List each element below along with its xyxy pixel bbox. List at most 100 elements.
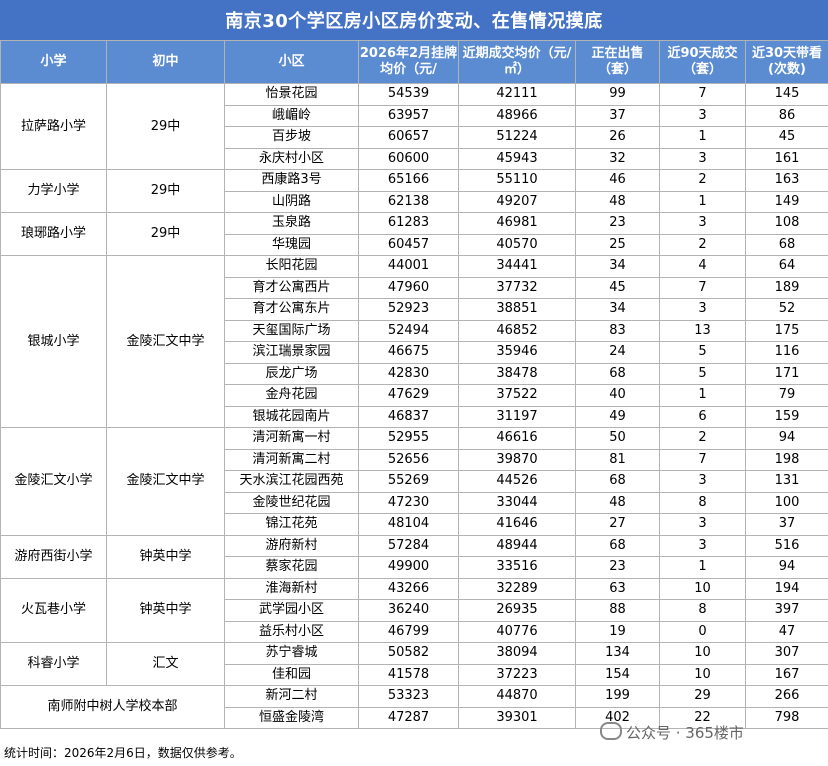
deal-price-cell: 33044 xyxy=(458,491,576,514)
community-cell: 清河新寓二村 xyxy=(224,448,359,471)
table-row: 佳和园 41578 37223 154 10 167 xyxy=(1,663,828,686)
visits-30-cell: 116 xyxy=(745,341,828,364)
deal-price-cell: 44870 xyxy=(458,685,576,708)
community-cell: 长阳花园 xyxy=(224,255,359,278)
col-community: 小区 xyxy=(224,40,359,84)
visits-30-cell: 52 xyxy=(745,298,828,321)
deals-90-cell: 4 xyxy=(659,255,746,278)
visits-30-cell: 161 xyxy=(745,147,828,170)
footer-note: 统计时间：2026年2月6日，数据仅供参考。 xyxy=(4,746,242,760)
col-deals-90: 近90天成交（套） xyxy=(659,40,746,84)
col-deal-price: 近期成交均价（元/㎡） xyxy=(458,40,576,84)
table-row: 锦江花苑 48104 41646 27 3 37 xyxy=(1,513,828,536)
on-sale-cell: 199 xyxy=(575,685,660,708)
visits-30-cell: 194 xyxy=(745,577,828,600)
deals-90-cell: 5 xyxy=(659,362,746,385)
visits-30-cell: 198 xyxy=(745,448,828,471)
community-cell: 山阴路 xyxy=(224,190,359,213)
community-cell: 恒盛金陵湾 xyxy=(224,706,359,729)
visits-30-cell: 798 xyxy=(745,706,828,729)
visits-30-cell: 307 xyxy=(745,642,828,665)
wechat-icon xyxy=(600,722,622,740)
community-cell: 峨嵋岭 xyxy=(224,104,359,127)
community-cell: 育才公寓东片 xyxy=(224,298,359,321)
on-sale-cell: 19 xyxy=(575,620,660,643)
listing-price-cell: 47230 xyxy=(358,491,459,514)
listing-price-cell: 52955 xyxy=(358,427,459,450)
table-row: 南师附中树人学校本部 新河二村 53323 44870 199 29 266 xyxy=(0,685,828,729)
middle-school-cell: 29中 xyxy=(106,83,225,170)
on-sale-cell: 48 xyxy=(575,491,660,514)
listing-price-cell: 60457 xyxy=(358,233,459,256)
deal-price-cell: 40570 xyxy=(458,233,576,256)
deal-price-cell: 35946 xyxy=(458,341,576,364)
listing-price-cell: 61283 xyxy=(358,212,459,235)
table-row: 益乐村小区 46799 40776 19 0 47 xyxy=(1,620,828,643)
deal-price-cell: 38094 xyxy=(458,642,576,665)
deals-90-cell: 7 xyxy=(659,83,746,106)
community-cell: 金舟花园 xyxy=(224,384,359,407)
deals-90-cell: 3 xyxy=(659,513,746,536)
header-row: 小学 初中 小区 2026年2月挂牌均价（元/ 近期成交均价（元/㎡） 正在出售… xyxy=(0,40,828,84)
listing-price-cell: 65166 xyxy=(358,169,459,192)
on-sale-cell: 46 xyxy=(575,169,660,192)
deal-price-cell: 38851 xyxy=(458,298,576,321)
listing-price-cell: 50582 xyxy=(358,642,459,665)
community-cell: 华瑰园 xyxy=(224,233,359,256)
listing-price-cell: 62138 xyxy=(358,190,459,213)
deal-price-cell: 48944 xyxy=(458,534,576,557)
on-sale-cell: 99 xyxy=(575,83,660,106)
table-row: 蔡家花园 49900 33516 23 1 94 xyxy=(1,556,828,579)
visits-30-cell: 108 xyxy=(745,212,828,235)
table-row: 银城小学 金陵汇文中学 长阳花园 44001 34441 34 4 64 xyxy=(0,255,828,428)
listing-price-cell: 52494 xyxy=(358,319,459,342)
primary-school-cell: 银城小学 xyxy=(0,255,107,428)
middle-school-cell: 汇文 xyxy=(106,642,225,686)
deals-90-cell: 7 xyxy=(659,448,746,471)
listing-price-cell: 53323 xyxy=(358,685,459,708)
deal-price-cell: 39301 xyxy=(458,706,576,729)
table-row: 华瑰园 60457 40570 25 2 68 xyxy=(1,233,828,256)
col-on-sale: 正在出售（套） xyxy=(575,40,660,84)
table-row: 滨江瑞景家园 46675 35946 24 5 116 xyxy=(1,341,828,364)
primary-school-cell: 火瓦巷小学 xyxy=(0,577,107,643)
on-sale-cell: 88 xyxy=(575,599,660,622)
visits-30-cell: 131 xyxy=(745,470,828,493)
community-cell: 永庆村小区 xyxy=(224,147,359,170)
table-row: 拉萨路小学 29中 怡景花园 54539 42111 99 7 145 xyxy=(0,83,828,170)
deal-price-cell: 39870 xyxy=(458,448,576,471)
deals-90-cell: 0 xyxy=(659,620,746,643)
listing-price-cell: 60600 xyxy=(358,147,459,170)
deal-price-cell: 31197 xyxy=(458,405,576,428)
primary-school-cell: 金陵汇文小学 xyxy=(0,427,107,536)
listing-price-cell: 60657 xyxy=(358,126,459,149)
col-listing-price: 2026年2月挂牌均价（元/ xyxy=(358,40,459,84)
deals-90-cell: 3 xyxy=(659,534,746,557)
table-row: 火瓦巷小学 钟英中学 淮海新村 43266 32289 63 10 194 xyxy=(0,577,828,643)
visits-30-cell: 37 xyxy=(745,513,828,536)
visits-30-cell: 94 xyxy=(745,427,828,450)
visits-30-cell: 68 xyxy=(745,233,828,256)
community-cell: 玉泉路 xyxy=(224,212,359,235)
visits-30-cell: 64 xyxy=(745,255,828,278)
deals-90-cell: 3 xyxy=(659,470,746,493)
table-row: 科睿小学 汇文 苏宁睿城 50582 38094 134 10 307 xyxy=(0,642,828,686)
primary-school-cell: 南师附中树人学校本部 xyxy=(0,685,225,729)
deal-price-cell: 32289 xyxy=(458,577,576,600)
listing-price-cell: 47629 xyxy=(358,384,459,407)
deal-price-cell: 40776 xyxy=(458,620,576,643)
listing-price-cell: 47287 xyxy=(358,706,459,729)
deal-price-cell: 46981 xyxy=(458,212,576,235)
deals-90-cell: 1 xyxy=(659,126,746,149)
table-row: 峨嵋岭 63957 48966 37 3 86 xyxy=(1,104,828,127)
middle-school-cell: 钟英中学 xyxy=(106,577,225,643)
listing-price-cell: 46675 xyxy=(358,341,459,364)
visits-30-cell: 47 xyxy=(745,620,828,643)
primary-school-cell: 游府西街小学 xyxy=(0,534,107,579)
visits-30-cell: 100 xyxy=(745,491,828,514)
on-sale-cell: 25 xyxy=(575,233,660,256)
on-sale-cell: 68 xyxy=(575,534,660,557)
visits-30-cell: 149 xyxy=(745,190,828,213)
listing-price-cell: 36240 xyxy=(358,599,459,622)
